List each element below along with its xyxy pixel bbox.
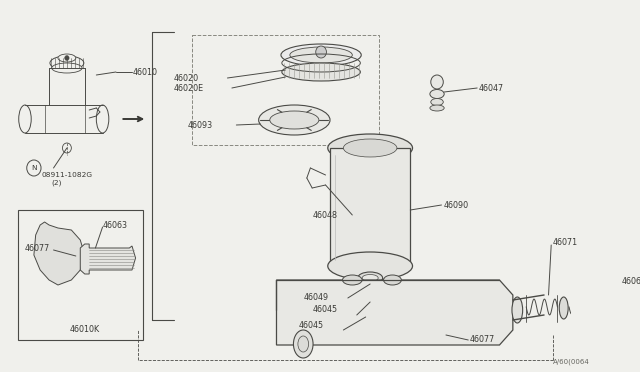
- Text: 46090: 46090: [444, 201, 468, 209]
- Ellipse shape: [259, 105, 330, 135]
- Ellipse shape: [342, 275, 362, 285]
- Text: 46071: 46071: [553, 237, 578, 247]
- Text: 08911-1082G: 08911-1082G: [42, 172, 93, 178]
- Text: 46063: 46063: [102, 221, 127, 230]
- Text: 46010: 46010: [133, 67, 158, 77]
- Polygon shape: [276, 280, 513, 345]
- Text: 46063: 46063: [621, 278, 640, 286]
- Text: 46020: 46020: [174, 74, 199, 83]
- Text: 46049: 46049: [303, 294, 328, 302]
- Ellipse shape: [58, 54, 76, 62]
- Ellipse shape: [270, 111, 319, 129]
- Text: 46077: 46077: [470, 336, 495, 344]
- Text: 46020E: 46020E: [174, 83, 204, 93]
- Ellipse shape: [383, 275, 401, 285]
- Circle shape: [580, 299, 596, 317]
- Ellipse shape: [52, 63, 82, 73]
- Ellipse shape: [358, 272, 383, 284]
- Ellipse shape: [328, 134, 413, 162]
- Bar: [330, 148, 410, 266]
- Ellipse shape: [559, 297, 568, 319]
- Ellipse shape: [328, 252, 413, 280]
- Text: A/60(0064: A/60(0064: [553, 359, 589, 365]
- Text: 46045: 46045: [312, 305, 337, 314]
- Bar: [593, 278, 618, 338]
- Ellipse shape: [358, 307, 383, 317]
- Ellipse shape: [282, 63, 360, 81]
- Text: N: N: [31, 165, 36, 171]
- Ellipse shape: [298, 336, 308, 352]
- Circle shape: [65, 55, 69, 61]
- Text: 46047: 46047: [479, 83, 504, 93]
- Ellipse shape: [360, 290, 381, 302]
- Ellipse shape: [344, 139, 397, 157]
- Polygon shape: [34, 222, 84, 285]
- Text: 46010K: 46010K: [70, 326, 100, 334]
- Ellipse shape: [430, 105, 444, 111]
- Ellipse shape: [97, 105, 109, 133]
- Bar: [18, 210, 143, 340]
- Ellipse shape: [19, 105, 31, 133]
- Text: 46093: 46093: [188, 121, 212, 129]
- Text: 46077: 46077: [25, 244, 50, 253]
- Ellipse shape: [431, 99, 444, 106]
- Circle shape: [27, 160, 41, 176]
- Ellipse shape: [281, 44, 361, 66]
- Circle shape: [63, 143, 71, 153]
- Circle shape: [431, 75, 444, 89]
- Text: (2): (2): [52, 180, 62, 186]
- Circle shape: [316, 46, 326, 58]
- Ellipse shape: [50, 56, 84, 70]
- Ellipse shape: [290, 47, 352, 63]
- Ellipse shape: [362, 275, 378, 282]
- Text: 46045: 46045: [299, 321, 324, 330]
- Polygon shape: [80, 244, 136, 274]
- Ellipse shape: [512, 297, 523, 323]
- Text: 46048: 46048: [312, 211, 337, 219]
- Ellipse shape: [293, 330, 313, 358]
- Ellipse shape: [430, 90, 444, 99]
